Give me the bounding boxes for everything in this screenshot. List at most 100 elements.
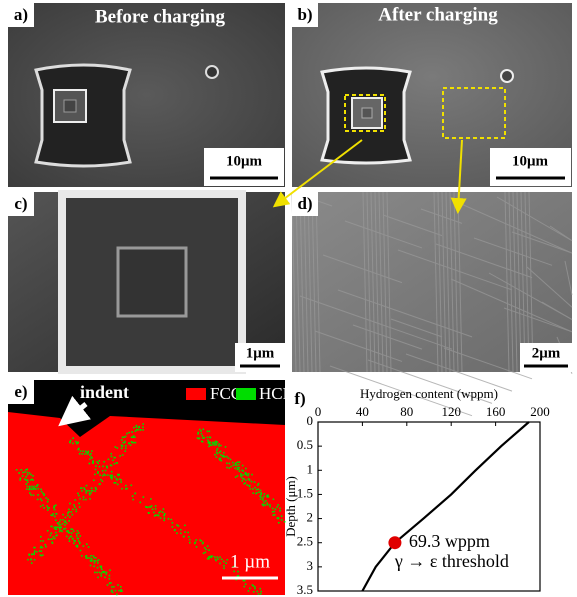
hcp-pixel: [50, 538, 52, 540]
hcp-pixel: [195, 539, 197, 541]
hcp-pixel: [86, 543, 88, 545]
hcp-pixel: [263, 501, 265, 503]
defect: [501, 70, 513, 82]
threshold-point: [388, 536, 401, 549]
hcp-pixel: [229, 463, 231, 465]
hcp-pixel: [215, 441, 217, 443]
hcp-pixel: [199, 429, 201, 431]
hcp-pixel: [116, 479, 118, 481]
hcp-pixel: [97, 577, 99, 579]
hcp-pixel: [91, 558, 93, 560]
hcp-pixel: [75, 509, 77, 511]
hcp-pixel: [257, 591, 259, 593]
hcp-pixel: [199, 539, 201, 541]
hcp-pixel: [22, 475, 24, 477]
hcp-pixel: [210, 437, 212, 439]
y-tick-label: 2: [307, 510, 314, 525]
hcp-pixel: [237, 475, 239, 477]
hcp-pixel: [232, 462, 234, 464]
hcp-pixel: [24, 478, 26, 480]
hcp-pixel: [230, 459, 232, 461]
hcp-pixel: [118, 475, 120, 477]
hcp-pixel: [108, 459, 110, 461]
hcp-pixel: [69, 532, 71, 534]
x-tick-label: 40: [356, 404, 369, 419]
hcp-pixel: [21, 469, 23, 471]
hcp-pixel: [252, 584, 254, 586]
hcp-pixel: [259, 588, 261, 590]
hcp-pixel: [235, 462, 237, 464]
hcp-pixel: [78, 503, 80, 505]
hcp-pixel: [121, 439, 123, 441]
hcp-pixel: [40, 506, 42, 508]
hcp-pixel: [67, 515, 69, 517]
hcp-pixel: [39, 550, 41, 552]
hcp-pixel: [41, 555, 43, 557]
hcp-pixel: [86, 557, 88, 559]
hcp-pixel: [89, 498, 91, 500]
hcp-pixel: [258, 491, 260, 493]
defect: [206, 66, 218, 78]
hcp-pixel: [260, 492, 262, 494]
hcp-pixel: [91, 487, 93, 489]
hcp-pixel: [53, 536, 55, 538]
hcp-pixel: [262, 499, 264, 501]
hcp-pixel: [65, 528, 67, 530]
hcp-pixel: [207, 431, 209, 433]
hcp-pixel: [264, 493, 266, 495]
hcp-pixel: [70, 535, 72, 537]
hcp-pixel: [34, 559, 36, 561]
hcp-pixel: [155, 508, 157, 510]
hcp-pixel: [77, 546, 79, 548]
hcp-pixel: [208, 442, 210, 444]
hcp-pixel: [132, 436, 134, 438]
hcp-pixel: [50, 514, 52, 516]
hcp-pixel: [121, 448, 123, 450]
hcp-pixel: [16, 469, 18, 471]
hcp-pixel: [254, 586, 256, 588]
hcp-pixel: [68, 538, 70, 540]
hcp-pixel: [42, 554, 44, 556]
hcp-pixel: [95, 465, 97, 467]
hcp-pixel: [240, 475, 242, 477]
hcp-pixel: [163, 508, 165, 510]
y-tick-label: 3.5: [297, 582, 313, 597]
hcp-pixel: [125, 448, 127, 450]
hcp-pixel: [50, 535, 52, 537]
hcp-pixel: [47, 499, 49, 501]
hcp-pixel: [26, 469, 28, 471]
hcp-pixel: [217, 558, 219, 560]
hcp-pixel: [204, 547, 206, 549]
hcp-pixel: [267, 504, 269, 506]
hcp-pixel: [83, 496, 85, 498]
hcp-pixel: [210, 445, 212, 447]
hcp-pixel: [94, 560, 96, 562]
hcp-pixel: [111, 591, 113, 593]
hcp-pixel: [89, 454, 91, 456]
hcp-pixel: [57, 523, 59, 525]
hcp-pixel: [69, 441, 71, 443]
hcp-pixel: [112, 460, 114, 462]
hcp-pixel: [170, 519, 172, 521]
hcp-pixel: [29, 492, 31, 494]
hcp-pixel: [56, 528, 58, 530]
panel-d: d) 2μm: [292, 192, 572, 416]
hcp-pixel: [109, 578, 111, 580]
hcp-pixel: [97, 560, 99, 562]
hcp-pixel: [27, 559, 29, 561]
panel-label: e): [14, 382, 27, 401]
scale-text: 10μm: [512, 153, 549, 169]
hcp-pixel: [125, 488, 127, 490]
hcp-pixel: [45, 544, 47, 546]
figure: a) Before charging 10μm b) After chargin…: [0, 0, 577, 597]
hcp-pixel: [123, 436, 125, 438]
hcp-pixel: [100, 573, 102, 575]
hcp-pixel: [203, 552, 205, 554]
x-tick-label: 120: [441, 404, 461, 419]
hcp-pixel: [257, 484, 259, 486]
hcp-pixel: [88, 546, 90, 548]
hcp-pixel: [208, 549, 210, 551]
hcp-pixel: [34, 550, 36, 552]
hcp-pixel: [149, 506, 151, 508]
panel-label: f): [294, 389, 305, 408]
